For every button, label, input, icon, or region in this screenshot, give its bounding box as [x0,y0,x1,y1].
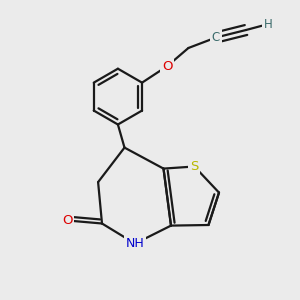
Text: H: H [264,17,273,31]
Text: S: S [190,160,199,173]
Text: NH: NH [126,237,144,250]
Text: O: O [162,59,173,73]
Text: C: C [212,31,220,44]
Text: O: O [62,214,73,227]
